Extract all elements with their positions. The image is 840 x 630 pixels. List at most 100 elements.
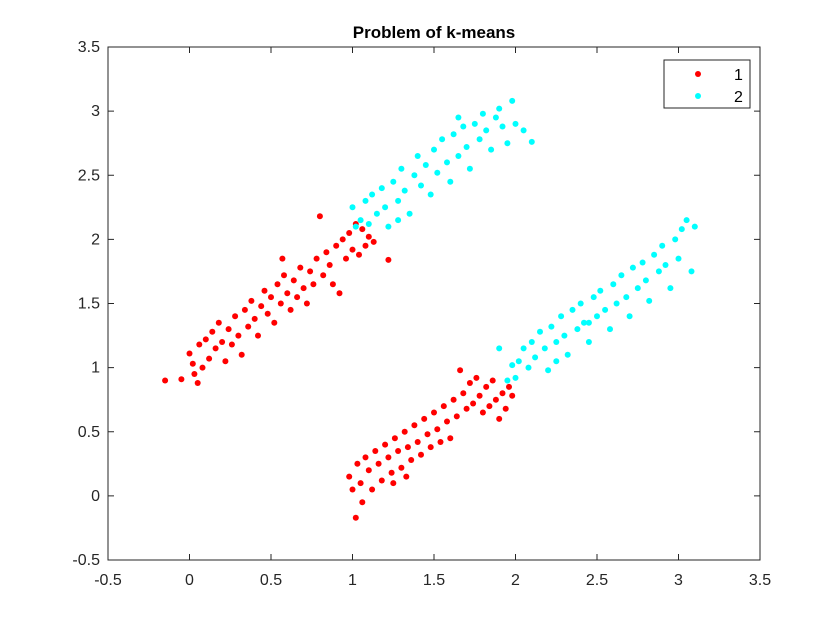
- x-tick-label: 2: [511, 572, 520, 589]
- series-1-point: [346, 473, 353, 480]
- series-1-point: [294, 294, 301, 301]
- series-2-point: [610, 281, 617, 288]
- series-1-point: [411, 422, 418, 429]
- series-1-point: [297, 264, 304, 271]
- series-1-point: [329, 281, 336, 288]
- series-2-point: [607, 326, 613, 333]
- series-1-point: [370, 238, 377, 245]
- series-1-point: [390, 480, 397, 487]
- series-2-point: [602, 306, 609, 313]
- series-1-point: [228, 341, 235, 348]
- series-1-point: [352, 514, 359, 521]
- series-1-point: [466, 380, 473, 386]
- series-1-point: [403, 473, 410, 480]
- series-1-point: [369, 486, 376, 493]
- series-2-point: [434, 169, 441, 176]
- series-2-point: [460, 123, 467, 130]
- series-1-point: [357, 480, 364, 487]
- series-2-point: [639, 259, 646, 266]
- series-2-point: [401, 187, 408, 194]
- series-1-point: [300, 285, 307, 292]
- series-2-point: [365, 221, 372, 227]
- series-2-point: [427, 191, 434, 198]
- series-2-point: [688, 268, 695, 275]
- series-2-point: [406, 210, 413, 217]
- series-2-point: [499, 123, 506, 130]
- series-1-point: [362, 242, 369, 249]
- series-1-point: [502, 405, 509, 412]
- series-1-point: [378, 477, 385, 484]
- series-2-point: [520, 345, 527, 352]
- series-1-point: [206, 355, 213, 362]
- series-2-point: [385, 223, 392, 230]
- series-1-point: [463, 405, 470, 412]
- series-2-point: [537, 328, 543, 335]
- series-2-point: [585, 319, 592, 326]
- legend-label-2: 2: [734, 89, 743, 106]
- series-2-point: [597, 287, 604, 294]
- series-2-point: [509, 362, 516, 369]
- legend-marker-1: [695, 71, 701, 77]
- series-1-point: [395, 448, 402, 454]
- series-2-point: [395, 217, 402, 224]
- series-1-point: [499, 390, 506, 397]
- series-2-point: [691, 223, 698, 230]
- series-1-point: [398, 464, 405, 471]
- y-tick-label: -0.5: [72, 552, 100, 569]
- series-2-point: [520, 127, 527, 134]
- series-2-point: [548, 323, 555, 330]
- y-tick-label: 3: [91, 103, 100, 120]
- series-2-point: [553, 358, 560, 365]
- series-2-point: [626, 313, 633, 320]
- series-1-point: [450, 396, 457, 403]
- series-1-point: [473, 374, 480, 381]
- series-1-point: [460, 390, 467, 397]
- series-2-point: [504, 140, 511, 147]
- series-1-point: [219, 339, 226, 345]
- series-1-point: [427, 444, 434, 451]
- series-2-point: [581, 319, 587, 326]
- series-1-point: [385, 454, 392, 461]
- series-1-point: [178, 376, 185, 383]
- series-1-point: [196, 341, 203, 348]
- series-1-point: [313, 255, 320, 262]
- y-tick-label: 1.5: [78, 296, 100, 313]
- series-1-point: [232, 313, 239, 320]
- series-2-point: [512, 120, 519, 127]
- series-2-point: [577, 300, 584, 307]
- series-1-point: [241, 306, 248, 313]
- series-1-point: [215, 319, 222, 326]
- series-2-point: [618, 272, 625, 279]
- series-1-point: [375, 460, 382, 467]
- axes: -0.5 0 0.5 1 1.5 2 2.5 3 3.5 -0.5 0 0.5 1 1.5 2 2.5 3 3.5: [72, 39, 771, 589]
- series-2-point: [678, 226, 685, 233]
- series-1-point: [365, 467, 372, 474]
- series-2-point: [642, 277, 649, 284]
- series-2-point: [646, 297, 653, 304]
- series-1-point: [307, 268, 314, 275]
- series-1-point: [258, 303, 265, 310]
- series-1-point: [444, 418, 450, 425]
- x-tick-label: -0.5: [94, 572, 122, 589]
- series-2-point: [574, 326, 581, 333]
- series-2-point: [512, 374, 519, 381]
- series-1-point: [359, 499, 366, 506]
- series-2-point: [395, 197, 402, 204]
- series-2-point: [675, 255, 682, 262]
- series-1-point: [447, 435, 454, 442]
- chart-title: Problem of k-means: [353, 23, 516, 42]
- series-1-point: [281, 272, 287, 279]
- series-2-point: [634, 285, 641, 292]
- series-2-point: [629, 264, 636, 271]
- series-1-point: [489, 377, 496, 384]
- series-2-point: [488, 146, 495, 153]
- series-1-point: [346, 230, 353, 236]
- series-2-point: [662, 262, 669, 268]
- series-2-point: [479, 110, 486, 117]
- series-2-point: [390, 178, 397, 185]
- x-tick-label: 3.5: [749, 572, 771, 589]
- series-1-point: [202, 336, 209, 343]
- series-2-point: [398, 165, 405, 172]
- series-1-point: [437, 439, 444, 445]
- series-1-point: [251, 315, 258, 322]
